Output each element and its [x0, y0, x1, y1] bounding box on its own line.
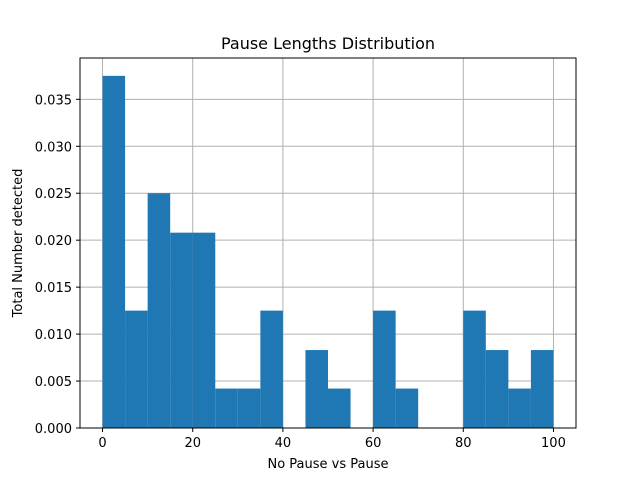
y-tick-label-3: 0.015	[35, 281, 72, 296]
histogram-bar-6	[237, 388, 261, 428]
histogram-bar-16	[463, 310, 486, 428]
x-tick-label-5: 100	[541, 436, 566, 451]
histogram-bars	[102, 75, 554, 428]
x-tick-label-2: 40	[275, 436, 292, 451]
y-axis-label: Total Number detected	[11, 169, 26, 319]
x-tick-label-0: 0	[98, 436, 106, 451]
plot-frame	[79, 57, 577, 429]
histogram-bar-17	[485, 350, 509, 428]
y-tick-label-1: 0.005	[35, 375, 72, 390]
x-tick-label-3: 60	[365, 436, 382, 451]
histogram-bar-5	[215, 388, 238, 428]
y-tick-label-0: 0.000	[35, 422, 72, 437]
y-tick-label-6: 0.030	[35, 140, 72, 155]
histogram-bar-4	[192, 232, 216, 428]
histogram-bar-12	[373, 310, 396, 428]
y-tick-label-2: 0.010	[35, 328, 72, 343]
histogram-bar-7	[260, 310, 283, 428]
histogram-bar-9	[305, 350, 328, 428]
histogram-bar-1	[125, 310, 148, 428]
histogram-bar-0	[102, 75, 126, 428]
x-tick-label-1: 20	[184, 436, 201, 451]
y-tick-label-4: 0.020	[35, 234, 72, 249]
histogram-bar-13	[395, 388, 419, 428]
x-axis-label: No Pause vs Pause	[267, 457, 388, 472]
x-tick-label-4: 80	[455, 436, 472, 451]
histogram-bar-10	[328, 388, 351, 428]
histogram-bar-3	[170, 232, 193, 428]
chart-title: Pause Lengths Distribution	[221, 34, 435, 53]
y-tick-label-7: 0.035	[35, 93, 72, 108]
histogram-bar-19	[530, 350, 554, 428]
histogram-bar-18	[508, 388, 531, 428]
histogram-bar-2	[147, 193, 171, 428]
y-tick-label-5: 0.025	[35, 187, 72, 202]
axis-ticks: 0 20 40 60 80 100 0.000 0.005 0.010 0.015 0.020 0.0…	[35, 93, 566, 451]
